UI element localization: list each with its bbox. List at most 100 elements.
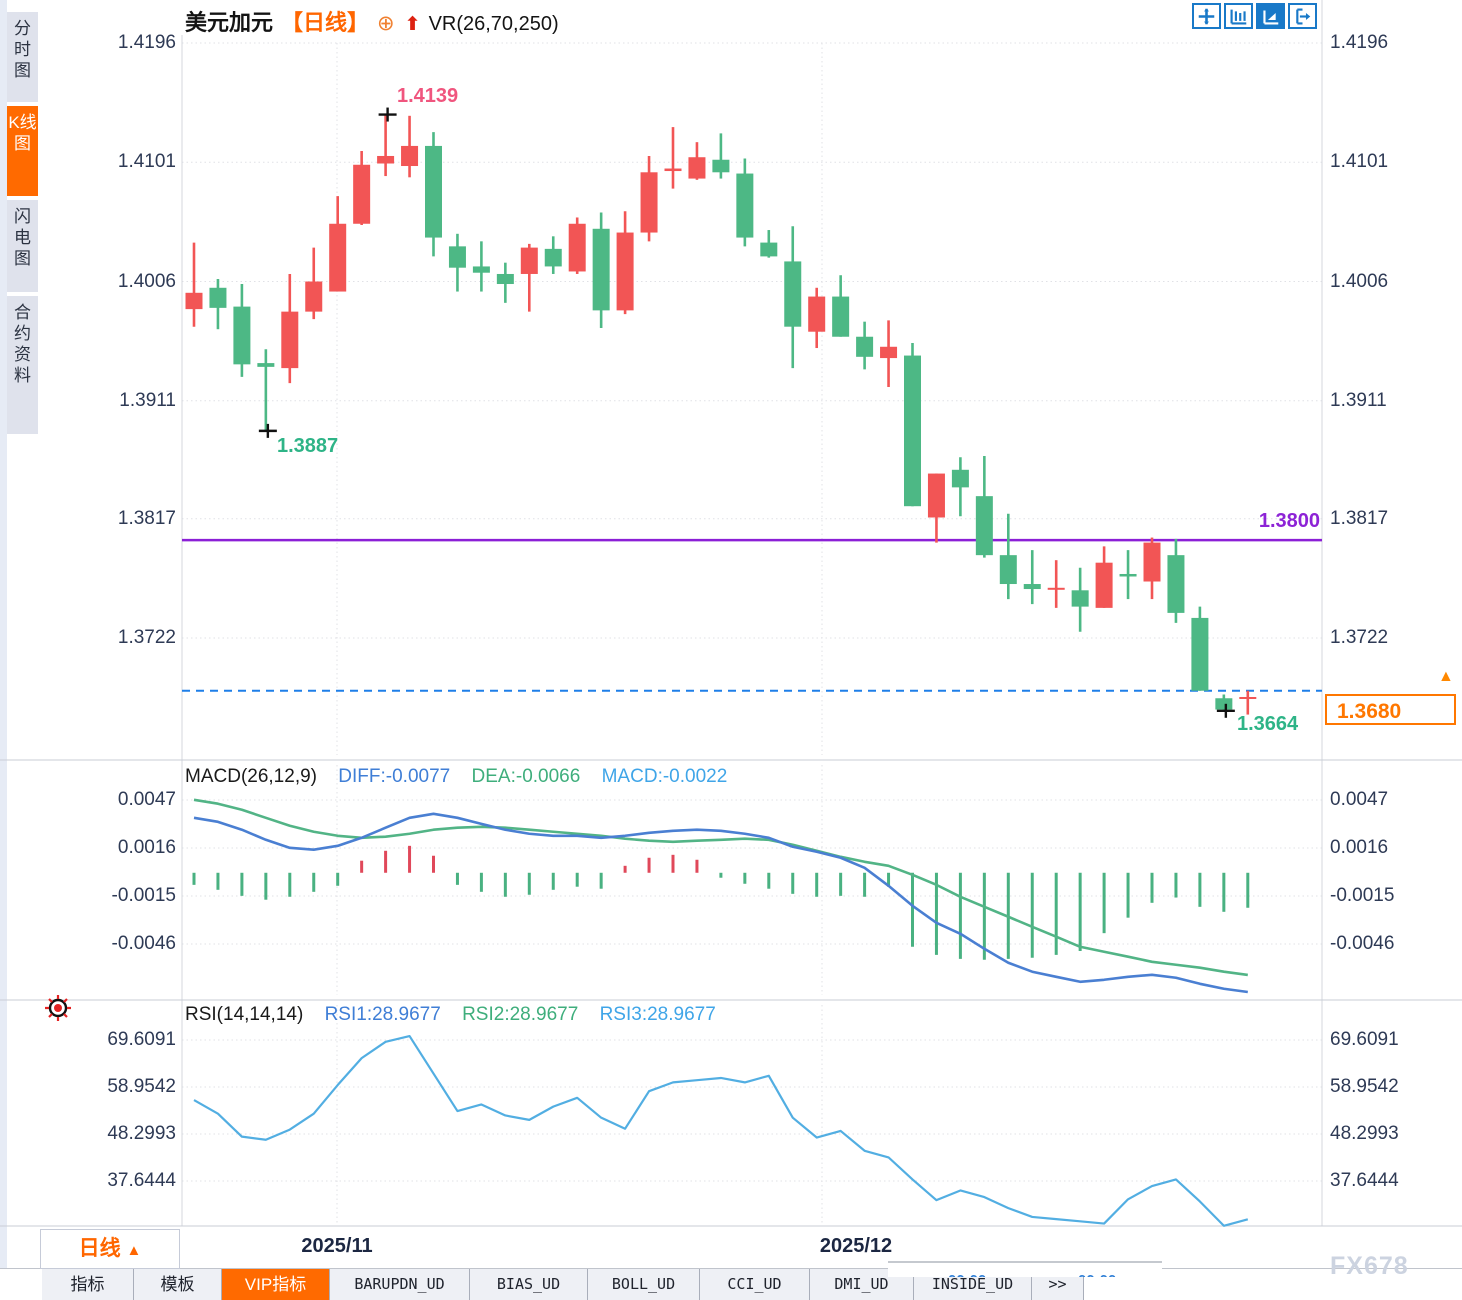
sidebar-item-0[interactable]: 分时图 xyxy=(7,12,38,102)
macd-histogram xyxy=(192,845,1250,960)
candle xyxy=(808,296,826,332)
axis-tick-label: 69.6091 xyxy=(107,1029,176,1050)
x-axis-label-dec: 2025/12 xyxy=(819,1235,893,1257)
candle xyxy=(999,555,1017,585)
axis-tick-label: 1.4196 xyxy=(117,32,176,53)
candle xyxy=(1215,698,1233,710)
swing-low-label: 1.3887 xyxy=(277,435,339,457)
axis-tick-label: 1.3722 xyxy=(1330,626,1389,648)
candle xyxy=(305,281,323,312)
axis-tick-label: 0.0016 xyxy=(117,837,176,858)
candle xyxy=(1143,542,1161,582)
last-low-label: 1.3664 xyxy=(1237,713,1299,735)
axis-tick-label: 37.6444 xyxy=(1330,1170,1399,1191)
vr-indicator-label: VR(26,70,250) xyxy=(428,13,559,35)
crosshair-icon[interactable] xyxy=(1192,3,1221,29)
axis-tick-label: 48.2993 xyxy=(1330,1123,1399,1144)
watermark: FX678 xyxy=(1330,1252,1409,1280)
period-tag[interactable]: 【日线】 xyxy=(281,10,370,35)
swing-high-label: 1.4139 xyxy=(397,85,459,107)
candle xyxy=(736,173,754,238)
candle xyxy=(1191,617,1209,691)
candle xyxy=(496,273,514,285)
mini-scrollbar[interactable]: 00:00 00:00 xyxy=(888,1261,1162,1277)
axis-tick-label: 0.0047 xyxy=(1330,789,1389,810)
axis-tick-label: -0.0015 xyxy=(111,885,176,906)
candle xyxy=(616,232,634,311)
tab-bias-ud[interactable]: BIAS_UD xyxy=(470,1269,588,1300)
period-selector[interactable]: 日线 ▲ xyxy=(40,1229,180,1269)
zoom-plus-icon[interactable]: ⊕ xyxy=(377,12,395,35)
sidebar-item-2[interactable]: 闪电图 xyxy=(7,200,38,292)
candle xyxy=(784,261,802,327)
candle xyxy=(1095,562,1113,608)
candle xyxy=(281,311,299,369)
support-line-label: 1.3800 xyxy=(1258,510,1320,532)
candle xyxy=(257,363,275,367)
shift-right-icon[interactable] xyxy=(1288,3,1317,29)
tab-vip指标[interactable]: VIP指标 xyxy=(222,1269,330,1300)
axis-tick-label: 1.4101 xyxy=(1330,151,1389,173)
candle xyxy=(760,242,778,257)
candle xyxy=(520,247,538,274)
axis-tick-label: 1.3722 xyxy=(117,626,176,648)
rsi2-readout: RSI2:28.9677 xyxy=(462,1004,579,1025)
axis-tick-label: 69.6091 xyxy=(1330,1029,1399,1050)
axis-tick-label: -0.0046 xyxy=(1330,933,1395,954)
axis-tick-label: 1.3817 xyxy=(117,507,176,529)
candle xyxy=(377,155,395,164)
candle xyxy=(353,164,371,224)
candle xyxy=(904,355,921,507)
sun-alert-icon[interactable] xyxy=(45,995,71,1026)
candle xyxy=(329,223,347,292)
candle xyxy=(712,159,730,173)
x-axis-label-nov: 2025/11 xyxy=(301,1235,373,1257)
axis-play-icon[interactable] xyxy=(1256,3,1285,29)
axis-tick-label: 37.6444 xyxy=(107,1170,176,1191)
diff-line xyxy=(193,812,1248,994)
candle xyxy=(472,266,490,273)
candle xyxy=(880,346,898,359)
tab-cci-ud[interactable]: CCI_UD xyxy=(700,1269,810,1300)
axis-tick-label: 58.9542 xyxy=(1330,1076,1399,1097)
tab-boll-ud[interactable]: BOLL_UD xyxy=(588,1269,700,1300)
macd-name: MACD(26,12,9) xyxy=(185,766,317,787)
candle xyxy=(425,145,442,238)
axis-tick-label: 1.4101 xyxy=(117,151,176,173)
rsi-name: RSI(14,14,14) xyxy=(185,1004,304,1025)
current-price-box: 1.3680 xyxy=(1325,694,1456,725)
candle xyxy=(1119,573,1137,577)
chevron-up-icon: ▲ xyxy=(126,1242,142,1259)
axis-tick-label: 58.9542 xyxy=(107,1076,176,1097)
tab-指标[interactable]: 指标 xyxy=(42,1269,134,1300)
candle xyxy=(592,228,610,311)
tab-模板[interactable]: 模板 xyxy=(134,1269,222,1300)
axis-scale-icon[interactable] xyxy=(1224,3,1253,29)
axis-tick-label: 1.4006 xyxy=(117,270,176,292)
candle xyxy=(185,292,203,310)
sidebar-item-3[interactable]: 合约资料 xyxy=(7,296,38,434)
axis-tick-label: 0.0047 xyxy=(117,789,176,810)
candle xyxy=(448,246,466,268)
candle xyxy=(1167,555,1185,613)
macd-macd-readout: MACD:-0.0022 xyxy=(601,766,728,787)
axis-tick-label: 1.4006 xyxy=(1330,270,1389,292)
axis-tick-label: -0.0015 xyxy=(1330,885,1395,906)
axis-tick-label: 1.4196 xyxy=(1330,32,1389,53)
candle xyxy=(688,157,706,179)
axis-tick-label: -0.0046 xyxy=(111,933,176,954)
extreme-marker xyxy=(1216,703,1235,718)
symbol-title: 美元加元 xyxy=(185,10,274,35)
sidebar-item-1[interactable]: K线图 xyxy=(7,106,38,196)
axis-tick-label: 1.3911 xyxy=(119,389,176,411)
tab-barupdn-ud[interactable]: BARUPDN_UD xyxy=(330,1269,470,1300)
extreme-marker xyxy=(378,107,397,122)
candle xyxy=(401,145,419,167)
candle xyxy=(832,296,850,337)
macd-label-row: MACD(26,12,9) DIFF:-0.0077 DEA:-0.0066 M… xyxy=(185,766,727,788)
rsi-label-row: RSI(14,14,14) RSI1:28.9677 RSI2:28.9677 … xyxy=(185,1004,716,1026)
candle xyxy=(951,469,969,488)
rsi1-readout: RSI1:28.9677 xyxy=(324,1004,441,1025)
